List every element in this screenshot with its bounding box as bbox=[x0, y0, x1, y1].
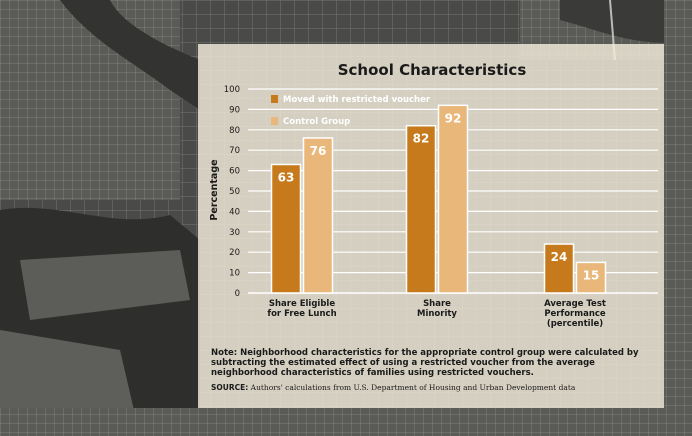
category-label-line: Share bbox=[423, 299, 451, 309]
source-line: SOURCE: Authors' calculations from U.S. … bbox=[211, 383, 651, 392]
bar-series-1-cat-1 bbox=[437, 104, 469, 294]
category-label-line: (percentile) bbox=[547, 319, 603, 329]
y-axis-label: Percentage bbox=[209, 159, 220, 220]
y-tick-label: 10 bbox=[229, 269, 240, 279]
y-tick-label: 70 bbox=[229, 146, 240, 156]
bar-value-label: 76 bbox=[310, 144, 327, 158]
y-tick-label: 80 bbox=[229, 126, 240, 136]
bar-series-0-cat-2 bbox=[543, 243, 575, 294]
chart-notes: Note: Neighborhood characteristics for t… bbox=[211, 348, 651, 392]
bar-value-label: 15 bbox=[583, 268, 600, 282]
category-label-1: Share Minority bbox=[417, 299, 457, 319]
y-tick-label: 100 bbox=[224, 85, 240, 95]
note-text: Note: Neighborhood characteristics for t… bbox=[211, 348, 639, 378]
bar-value-label: 63 bbox=[278, 170, 295, 184]
bar-value-label: 24 bbox=[551, 250, 568, 264]
category-label-line: Average Test bbox=[544, 299, 606, 309]
category-label-line: for Free Lunch bbox=[267, 309, 336, 319]
legend-swatch-control bbox=[271, 117, 278, 125]
bar-series-1-cat-0 bbox=[302, 137, 334, 294]
y-tick-label: 30 bbox=[229, 228, 240, 238]
bars bbox=[270, 104, 607, 294]
source-label: SOURCE: bbox=[211, 383, 249, 392]
chart-title: School Characteristics bbox=[338, 61, 527, 79]
legend-label-restricted: Moved with restricted voucher bbox=[283, 95, 431, 105]
y-tick-label: 20 bbox=[229, 248, 240, 258]
bar-series-1-cat-2 bbox=[575, 261, 607, 294]
category-label-line: Share Eligible bbox=[269, 299, 335, 309]
y-tick-label: 60 bbox=[229, 167, 240, 177]
value-labels: 63 82 24 76 92 15 bbox=[278, 111, 600, 282]
bar-chart: School Characteristics 0 10 20 30 40 50 60 70 80… bbox=[209, 61, 658, 329]
bar-value-label: 82 bbox=[413, 132, 430, 146]
y-axis-ticks: 0 10 20 30 40 50 60 70 80 90 100 bbox=[224, 85, 240, 299]
y-tick-label: 40 bbox=[229, 207, 240, 217]
category-labels: Share Eligible for Free Lunch Share Minorit… bbox=[267, 299, 606, 329]
bar-series-0-cat-1 bbox=[405, 124, 437, 294]
bar-value-label: 92 bbox=[445, 111, 462, 125]
bar-series-0-cat-0 bbox=[270, 163, 302, 294]
y-tick-label: 50 bbox=[229, 187, 240, 197]
y-tick-label: 0 bbox=[235, 289, 240, 299]
source-text: Authors' calculations from U.S. Departme… bbox=[250, 383, 576, 392]
legend: Moved with restricted voucher Control Gr… bbox=[271, 95, 431, 127]
category-label-0: Share Eligible for Free Lunch bbox=[267, 299, 336, 319]
category-label-2: Average Test Performance (percentile) bbox=[544, 299, 606, 329]
category-label-line: Minority bbox=[417, 309, 457, 319]
legend-label-control: Control Group bbox=[283, 117, 350, 127]
y-tick-label: 90 bbox=[229, 105, 240, 115]
category-label-line: Performance bbox=[544, 309, 606, 319]
legend-swatch-restricted bbox=[271, 95, 278, 103]
